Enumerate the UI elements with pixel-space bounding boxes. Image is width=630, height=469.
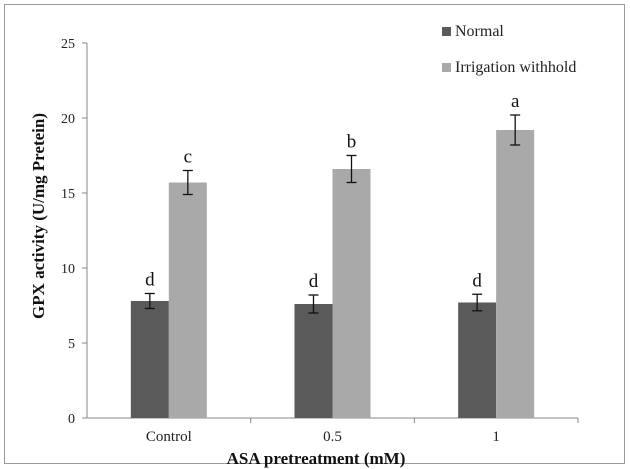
bar xyxy=(168,182,207,418)
x-tick-label: Control xyxy=(146,429,192,445)
legend-swatch xyxy=(442,27,451,36)
significance-label: d xyxy=(145,270,155,291)
legend-swatch xyxy=(442,63,451,72)
x-tick-label: 1 xyxy=(492,429,500,445)
bar xyxy=(496,130,535,418)
bar xyxy=(332,169,371,418)
legend-label: Normal xyxy=(455,23,504,40)
x-tick-label: 0.5 xyxy=(323,429,342,445)
significance-label: b xyxy=(347,132,357,153)
y-tick-label: 25 xyxy=(61,37,75,52)
y-axis-title: GPX activity (U/mg Pretein) xyxy=(29,113,48,319)
y-tick-label: 5 xyxy=(68,337,75,352)
significance-label: d xyxy=(472,270,482,291)
y-tick-label: 0 xyxy=(68,412,75,427)
bar xyxy=(130,301,169,418)
bars-group: d c d b d a xyxy=(130,91,535,418)
y-tick-label: 20 xyxy=(61,112,75,127)
y-tick-label: 15 xyxy=(61,187,75,202)
legend-label: Irrigation withhold xyxy=(455,59,576,76)
bar xyxy=(458,302,497,418)
significance-label: a xyxy=(511,91,520,112)
x-axis-title: ASA pretreatment (mM) xyxy=(227,449,406,468)
y-tick-label: 10 xyxy=(61,262,75,277)
significance-label: c xyxy=(184,147,192,168)
legend: Normal Irrigation withhold xyxy=(442,23,576,76)
bar xyxy=(294,304,333,418)
significance-label: d xyxy=(309,271,319,292)
